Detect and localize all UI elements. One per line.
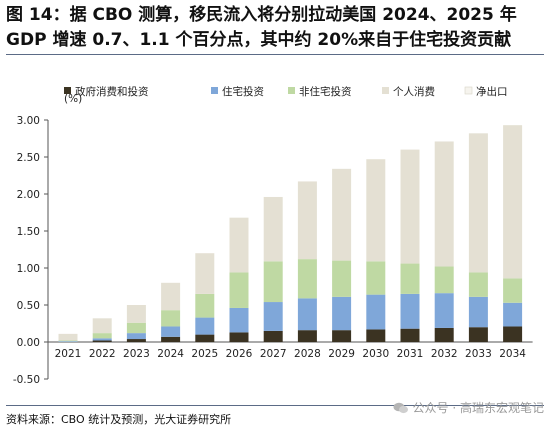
- x-tick-label: 2026: [226, 348, 253, 360]
- bar-segment-0: [229, 332, 249, 342]
- bar-segment-0: [434, 327, 454, 342]
- y-tick-label: 1.00: [17, 263, 40, 275]
- bar-segment-0: [92, 340, 112, 342]
- bar-segment-1: [229, 307, 249, 333]
- bar-segment-3: [503, 125, 523, 279]
- bar-segment-0: [195, 334, 215, 342]
- legend-swatch: [211, 87, 218, 94]
- watermark-text: 公众号 · 高瑞东宏观笔记: [412, 401, 544, 415]
- bar-segment-3: [366, 159, 386, 262]
- legend-label: 政府消费和投资: [75, 85, 149, 98]
- x-tick-label: 2027: [260, 348, 287, 360]
- bar-segment-3: [58, 333, 78, 341]
- bar-segment-2: [92, 333, 112, 339]
- bar-segment-1: [366, 294, 386, 330]
- bar-segment-1: [58, 341, 78, 342]
- bar-segment-2: [297, 259, 317, 299]
- y-unit-label: (%): [64, 93, 82, 105]
- bar-segment-1: [126, 333, 146, 340]
- bar-segment-2: [468, 272, 488, 297]
- bar-segment-2: [126, 322, 146, 334]
- bar-segment-0: [468, 327, 488, 342]
- bar-segment-0: [332, 330, 352, 342]
- bar-segment-2: [332, 260, 352, 297]
- wechat-icon: [393, 402, 408, 414]
- bar-segment-2: [434, 266, 454, 294]
- x-tick-label: 2031: [397, 348, 424, 360]
- bar-segment-0: [366, 329, 386, 342]
- bar-segment-3: [468, 133, 488, 273]
- bar-segment-2: [58, 340, 78, 342]
- bar-segment-1: [161, 326, 181, 337]
- bar-segment-0: [161, 336, 181, 342]
- legend-swatch: [288, 87, 295, 94]
- x-tick-label: 2030: [362, 348, 389, 360]
- legend-swatch: [64, 87, 71, 94]
- bar-segment-0: [126, 339, 146, 342]
- bar-segment-1: [434, 293, 454, 328]
- bar-segment-2: [161, 310, 181, 327]
- x-tick-label: 2028: [294, 348, 321, 360]
- legend-label: 个人消费: [393, 85, 435, 98]
- bar-segment-1: [263, 302, 283, 331]
- bar-segment-2: [366, 261, 386, 295]
- x-tick-label: 2032: [431, 348, 458, 360]
- bar-segment-1: [297, 298, 317, 331]
- legend-label: 非住宅投资: [299, 85, 352, 98]
- bar-segment-3: [161, 282, 181, 311]
- title-underline: [6, 54, 544, 55]
- bar-segment-1: [503, 302, 523, 327]
- bar-segment-2: [503, 278, 523, 303]
- bar-segment-3: [195, 253, 215, 294]
- x-tick-label: 2024: [157, 348, 184, 360]
- chart-title: 图 14：据 CBO 测算，移民流入将分别拉动美国 2024、2025 年 GD…: [6, 5, 517, 50]
- legend-label: 住宅投资: [222, 85, 264, 98]
- bar-segment-1: [400, 293, 420, 329]
- legend-label: 净出口: [476, 85, 508, 98]
- x-tick-label: 2025: [191, 348, 218, 360]
- bar-segment-1: [195, 317, 215, 335]
- x-tick-label: 2034: [499, 348, 526, 360]
- y-tick-label: -0.50: [13, 374, 40, 386]
- y-tick-label: 1.50: [17, 226, 40, 238]
- bar-segment-0: [263, 330, 283, 342]
- bar-segment-3: [92, 318, 112, 334]
- bar-segment-3: [126, 305, 146, 323]
- bar-segment-2: [400, 263, 420, 294]
- y-tick-label: 0.50: [17, 300, 40, 312]
- watermark: 公众号 · 高瑞东宏观笔记: [393, 399, 544, 416]
- bar-segment-3: [434, 141, 454, 267]
- bar-segment-2: [229, 272, 249, 308]
- x-tick-label: 2023: [123, 348, 150, 360]
- bar-segment-1: [468, 296, 488, 328]
- bar-segment-3: [229, 217, 249, 273]
- y-tick-label: 3.00: [17, 115, 40, 127]
- x-tick-label: 2029: [328, 348, 355, 360]
- bar-segment-2: [195, 293, 215, 318]
- bar-segment-3: [263, 196, 283, 262]
- y-tick-label: 2.50: [17, 152, 40, 164]
- y-tick-label: 2.00: [17, 189, 40, 201]
- source-note: 资料来源：CBO 统计及预测，光大证券研究所: [6, 413, 232, 426]
- bar-segment-0: [400, 328, 420, 342]
- bar-segment-0: [503, 326, 523, 342]
- bar-segment-3: [297, 181, 317, 260]
- footer-rule: [6, 405, 544, 406]
- bar-segment-3: [400, 149, 420, 264]
- bar-segment-0: [297, 330, 317, 342]
- legend-swatch: [464, 86, 473, 95]
- x-tick-label: 2022: [89, 348, 116, 360]
- y-tick-label: 0.00: [17, 337, 40, 349]
- bar-segment-1: [332, 296, 352, 331]
- x-tick-label: 2033: [465, 348, 492, 360]
- x-tick-label: 2021: [55, 348, 82, 360]
- bar-segment-1: [92, 338, 112, 341]
- bar-segment-2: [263, 261, 283, 303]
- bar-segment-3: [332, 168, 352, 261]
- legend-swatch: [382, 87, 389, 94]
